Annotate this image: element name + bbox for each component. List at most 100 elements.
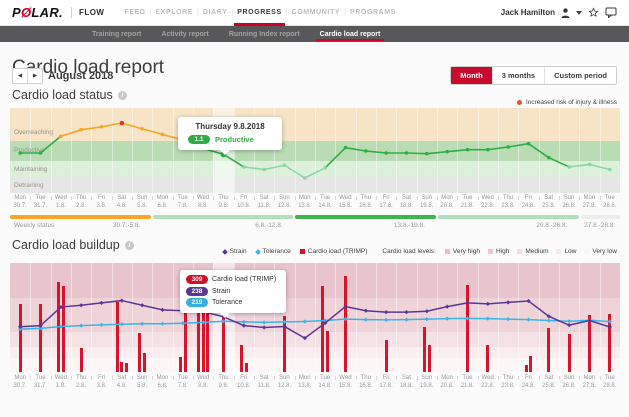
polar-logo[interactable]: PØLAR. xyxy=(12,5,63,20)
status-point[interactable] xyxy=(262,167,266,172)
tolerance-point[interactable] xyxy=(241,319,246,325)
status-point[interactable] xyxy=(18,151,22,155)
nav-item-programs[interactable]: PROGRAMS xyxy=(349,9,396,16)
tolerance-point[interactable] xyxy=(262,320,267,325)
weekly-status-segment[interactable] xyxy=(152,215,294,219)
weekly-status-bar[interactable] xyxy=(10,215,620,219)
subnav-item-running-index-report[interactable]: Running Index report xyxy=(228,30,300,38)
strain-point[interactable] xyxy=(363,308,368,313)
status-point[interactable] xyxy=(404,151,409,155)
cardio-load-status-chart[interactable]: Overreaching Productive Maintaining Detrain… xyxy=(10,108,620,193)
trimp-bar[interactable] xyxy=(201,311,205,372)
weekly-status-segment[interactable] xyxy=(580,215,620,219)
trimp-bar[interactable] xyxy=(206,312,210,372)
tolerance-point[interactable] xyxy=(485,316,490,321)
strain-point[interactable] xyxy=(99,300,104,306)
status-point[interactable] xyxy=(567,165,571,169)
tolerance-point[interactable] xyxy=(343,317,348,322)
nav-item-explore[interactable]: EXPLORE xyxy=(155,9,194,16)
tolerance-point[interactable] xyxy=(465,316,470,321)
strain-point[interactable] xyxy=(119,298,124,303)
status-point[interactable] xyxy=(526,141,531,146)
status-point[interactable] xyxy=(140,126,144,131)
trimp-bar[interactable] xyxy=(325,331,329,372)
user-icon[interactable] xyxy=(561,7,570,18)
status-point[interactable] xyxy=(486,147,490,152)
status-point[interactable] xyxy=(445,149,449,154)
strain-point[interactable] xyxy=(241,323,246,328)
trimp-bar[interactable] xyxy=(547,327,551,372)
caret-down-icon[interactable] xyxy=(576,10,582,15)
tolerance-point[interactable] xyxy=(38,326,43,331)
status-point[interactable] xyxy=(79,127,83,132)
trimp-bar[interactable] xyxy=(608,314,612,372)
strain-point[interactable] xyxy=(506,300,511,305)
prev-month-button[interactable]: ◀ xyxy=(13,69,27,83)
trimp-bar[interactable] xyxy=(142,353,146,372)
strain-point[interactable] xyxy=(302,336,307,341)
nav-item-community[interactable]: COMMUNITY xyxy=(291,9,341,16)
status-point[interactable] xyxy=(547,155,551,160)
trimp-bar[interactable] xyxy=(120,361,124,372)
tolerance-point[interactable] xyxy=(445,316,450,321)
tolerance-point[interactable] xyxy=(404,317,409,322)
trimp-bar[interactable] xyxy=(197,310,201,372)
status-point[interactable] xyxy=(38,151,43,155)
tolerance-point[interactable] xyxy=(302,319,307,324)
strain-point[interactable] xyxy=(384,310,389,315)
strain-point[interactable] xyxy=(567,323,572,328)
tolerance-point[interactable] xyxy=(99,322,104,328)
strain-point[interactable] xyxy=(262,325,267,330)
tolerance-point[interactable] xyxy=(384,317,389,322)
status-point[interactable] xyxy=(282,163,287,168)
trimp-bar[interactable] xyxy=(344,275,347,372)
trimp-bar[interactable] xyxy=(79,347,83,372)
period-3months-button[interactable]: 3 months xyxy=(491,67,544,84)
subnav-item-cardio-load-report[interactable]: Cardio load report xyxy=(315,26,385,42)
status-point[interactable] xyxy=(242,165,246,169)
flow-logo[interactable]: FLOW xyxy=(78,8,105,17)
trimp-bar[interactable] xyxy=(486,345,490,372)
feedback-chat-icon[interactable] xyxy=(605,7,617,18)
strain-point[interactable] xyxy=(79,303,84,308)
trimp-bar[interactable] xyxy=(427,345,431,372)
tolerance-point[interactable] xyxy=(79,323,84,328)
trimp-bar[interactable] xyxy=(138,332,142,372)
status-point[interactable] xyxy=(323,166,327,170)
strain-point[interactable] xyxy=(404,310,409,315)
tolerance-point[interactable] xyxy=(221,319,226,324)
period-month-button[interactable]: Month xyxy=(451,67,492,84)
next-month-button[interactable]: ▶ xyxy=(27,69,42,83)
strain-point[interactable] xyxy=(445,304,450,309)
status-point[interactable] xyxy=(587,162,592,167)
trimp-bar[interactable] xyxy=(283,316,286,372)
trimp-bar[interactable] xyxy=(124,362,128,372)
tolerance-point[interactable] xyxy=(424,317,429,322)
strain-point[interactable] xyxy=(485,301,490,306)
strain-point[interactable] xyxy=(38,323,43,328)
tolerance-point[interactable] xyxy=(140,321,145,326)
status-point[interactable] xyxy=(425,151,429,156)
tolerance-point[interactable] xyxy=(282,319,287,325)
trimp-bar[interactable] xyxy=(222,300,225,372)
status-point[interactable] xyxy=(303,176,307,180)
subnav-item-activity-report[interactable]: Activity report xyxy=(161,30,209,38)
status-point[interactable] xyxy=(384,151,388,155)
favorites-star-icon[interactable] xyxy=(588,7,599,18)
trimp-bar[interactable] xyxy=(18,303,22,372)
trimp-bar[interactable] xyxy=(240,345,244,372)
nav-item-progress[interactable]: PROGRESS xyxy=(233,0,286,26)
info-icon[interactable]: i xyxy=(117,90,127,100)
trimp-bar[interactable] xyxy=(61,286,65,372)
trimp-bar[interactable] xyxy=(524,365,528,372)
nav-item-feed[interactable]: FEED xyxy=(124,9,146,16)
info-icon[interactable]: i xyxy=(124,240,134,250)
status-point[interactable] xyxy=(119,120,125,126)
tolerance-point[interactable] xyxy=(506,317,511,322)
trimp-bar[interactable] xyxy=(466,285,469,372)
user-name[interactable]: Jack Hamilton xyxy=(500,8,555,17)
strain-point[interactable] xyxy=(424,309,429,314)
tolerance-point[interactable] xyxy=(567,319,572,324)
status-point[interactable] xyxy=(506,145,510,149)
trimp-bar[interactable] xyxy=(321,286,325,372)
